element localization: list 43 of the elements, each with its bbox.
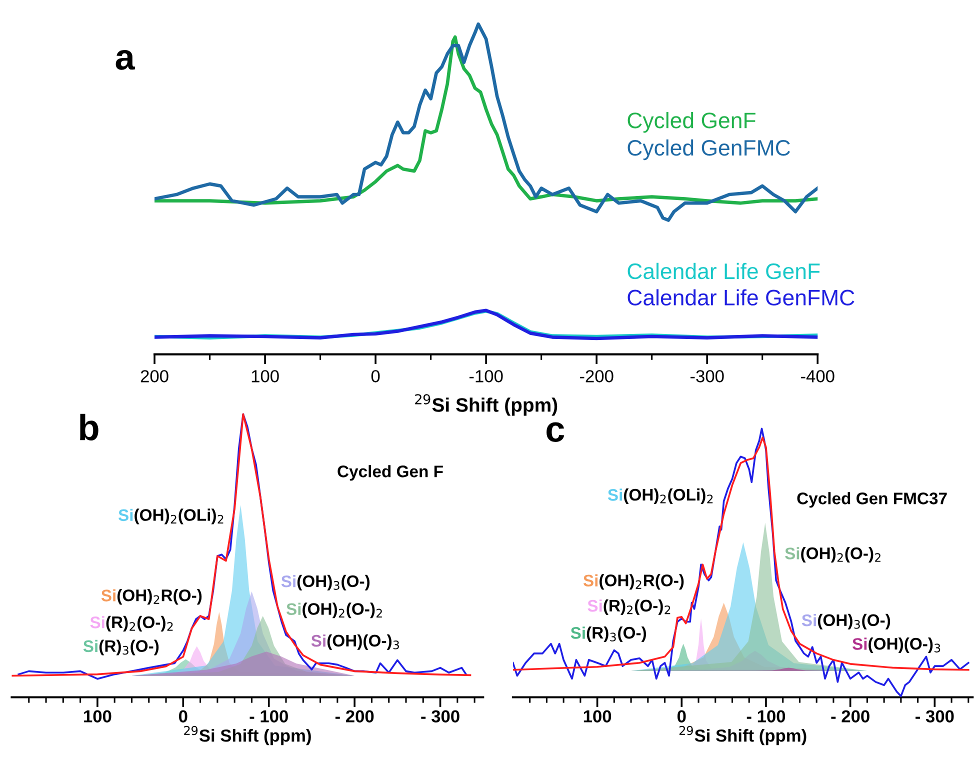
x-tick-label: - 200: [335, 710, 374, 722]
series-label: Si(R)$_{2}$(O-)$_{2}$: [90, 616, 173, 632]
x-tick-label: 0: [678, 710, 686, 722]
x-tick-label: 100: [84, 710, 112, 722]
x-tick-label: -100: [469, 370, 503, 382]
x-tick-label: 100: [252, 370, 279, 382]
series-label: Si(OH)(O-)$_{3}$: [311, 634, 399, 650]
text: Si(OH)$_{3}$(O-): [802, 614, 890, 630]
x-tick-label: 0: [179, 710, 188, 722]
series-label: Si(R)$_{3}$(O-): [83, 640, 159, 656]
x-tick-label: - 100: [250, 710, 288, 722]
x-tick-label: - 100: [746, 710, 786, 722]
text: Si(OH)$_{2}$R(O-): [583, 574, 684, 590]
series-label: Si(OH)$_{2}$R(O-): [101, 589, 202, 605]
x-tick-label: - 300: [421, 710, 460, 723]
text: Cycled GenF: [628, 112, 756, 133]
x-axis-title: $^{29}$Si Shift (ppm): [679, 726, 806, 746]
series-label: Si(OH)$_{2}$(O-)$_{2}$: [785, 546, 880, 563]
x-tick-label: - 300: [916, 710, 954, 723]
series-label: Si(R)$_{2}$(O-)$_{2}$: [588, 599, 670, 615]
series-label: Cycled GenFMC: [628, 139, 790, 160]
text: Cycled Gen F: [338, 465, 443, 481]
series-label: Si(OH)$_{2}$(OLi)$_{2}$: [118, 508, 224, 524]
x-tick-label: -200: [580, 370, 614, 382]
chart-title: c: [546, 422, 564, 442]
x-tick-label: 0: [371, 370, 380, 382]
text: Calendar Life GenF: [628, 262, 820, 280]
series-label: Calendar Life GenFMC: [628, 289, 854, 306]
x-axis-title: $^{29}$Si Shift (ppm): [184, 726, 311, 746]
x-tick-label: - 200: [831, 710, 870, 722]
chart-title: a: [116, 50, 136, 70]
chart-title: b: [80, 414, 98, 440]
series-label: Si(OH)$_{3}$(O-): [281, 574, 370, 590]
text: Cycled Gen FMC37: [797, 492, 947, 508]
x-tick-label: 200: [140, 370, 168, 382]
series-label: Si(R)$_{3}$(O-): [570, 626, 646, 642]
text: Si(OH)$_{2}$(OLi)$_{2}$: [608, 488, 713, 504]
x-axis-title: $^{29}$Si Shift (ppm): [415, 394, 558, 416]
x-tick-label: 100: [584, 710, 612, 722]
x-tick-label: -400: [801, 370, 834, 382]
x-tick-label: -300: [690, 370, 724, 382]
series-label: Si(OH)(O-)$_{3}$: [852, 637, 940, 653]
series-label: Si(OH)$_{2}$(O-)$_{2}$: [286, 602, 382, 618]
